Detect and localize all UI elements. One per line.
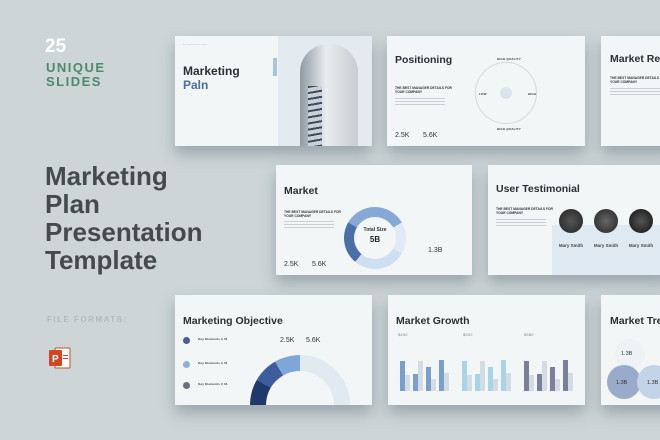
bar	[467, 375, 472, 391]
stat: 2.5K	[284, 261, 299, 268]
growth-title: Market Growth	[396, 315, 470, 327]
svg-text:P: P	[52, 354, 59, 365]
trend-value: 1.3B	[616, 380, 628, 386]
building-photo	[278, 36, 372, 146]
objective-item: Key Elements # 01	[198, 361, 228, 365]
bar	[524, 361, 529, 391]
objective-item: Key Elements # 01	[198, 382, 228, 386]
donut-value: 5B	[369, 235, 381, 244]
title-line: Template	[45, 245, 158, 275]
bar	[413, 374, 418, 391]
market-subtitle: THE BEST MANAGER DETAILS FOR YOUR COMPAN…	[284, 210, 341, 218]
bar	[431, 379, 436, 391]
avatar	[594, 209, 618, 233]
slide-market-research[interactable]: Market Research THE BEST MANAGER DETAILS…	[601, 36, 660, 146]
bar	[506, 373, 511, 391]
donut-chart	[344, 207, 406, 269]
bar	[537, 374, 542, 391]
stat: 2.5K	[280, 337, 295, 344]
bar	[444, 373, 449, 391]
positioning-title: Positioning	[395, 54, 453, 66]
positioning-subtitle: THE BEST MANAGER DETAILS FOR YOUR COMPAN…	[395, 86, 452, 94]
axis-left: LOW	[479, 92, 487, 96]
axis-top: HIGH QUALITY	[497, 57, 521, 61]
bar	[426, 367, 431, 391]
bar	[542, 361, 547, 391]
trend-value: 1.3B	[621, 351, 633, 357]
slide-growth[interactable]: Market Growth $450 $502 $580	[388, 295, 585, 405]
testimonial-name: Mary Smith	[593, 243, 619, 248]
title-line: Marketing	[45, 161, 168, 191]
unique-slides-label: UNIQUE SLIDES	[46, 60, 106, 89]
testimonial-title: User Testimonial	[496, 183, 580, 195]
axis-bottom: HIGH QUALITY	[497, 127, 521, 131]
bar	[480, 361, 485, 391]
research-subtitle: THE BEST MANAGER DETAILS FOR YOUR COMPAN…	[610, 76, 660, 84]
bar	[563, 360, 568, 391]
title-line: Plan	[45, 189, 100, 219]
objective-title: Marketing Objective	[183, 315, 283, 327]
bar	[462, 361, 467, 391]
donut-label: Total Size	[363, 227, 387, 233]
bar	[418, 361, 423, 391]
slide-cover[interactable]: — ———— —— Marketing Paln	[175, 36, 372, 146]
file-formats-label: FILE FORMATS:	[47, 315, 128, 324]
testimonial-subtitle: THE BEST MANAGER DETAILS FOR YOUR COMPAN…	[496, 207, 553, 215]
trend-value: 1.3B	[647, 380, 659, 386]
trend-title: Market Trend	[610, 315, 660, 327]
slide-testimonial[interactable]: User Testimonial THE BEST MANAGER DETAIL…	[488, 165, 660, 275]
bar	[488, 367, 493, 391]
stat: 5.6K	[312, 261, 327, 268]
stat: 5.6K	[306, 337, 321, 344]
bar	[568, 373, 573, 391]
market-title: Market	[284, 185, 318, 197]
group-label: $450	[398, 332, 408, 337]
axis-right: HIGH	[528, 92, 537, 96]
research-title: Market Research	[610, 53, 660, 65]
bar	[493, 379, 498, 391]
objective-item: Key Elements # 01	[198, 337, 228, 341]
side-value: 1.3B	[428, 247, 443, 254]
slide-market[interactable]: Market THE BEST MANAGER DETAILS FOR YOUR…	[276, 165, 472, 275]
group-label: $580	[524, 332, 534, 337]
bar	[550, 367, 555, 391]
stat: 5.6K	[423, 132, 438, 139]
group-label: $502	[463, 332, 473, 337]
powerpoint-icon: P	[49, 347, 71, 369]
slide-positioning[interactable]: Positioning THE BEST MANAGER DETAILS FOR…	[387, 36, 585, 146]
bar	[475, 374, 480, 391]
bar	[555, 379, 560, 391]
semicircle-chart	[250, 355, 350, 405]
bar	[400, 361, 405, 391]
cover-title-accent: Paln	[183, 78, 209, 92]
testimonial-name: Mary Smith	[558, 243, 584, 248]
slide-trend[interactable]: Market Trend 1.3B 1.3B 1.3B	[601, 295, 660, 405]
cover-title: Marketing	[183, 64, 240, 78]
stat: 2.5K	[395, 132, 410, 139]
slide-objective[interactable]: Marketing Objective Key Elements # 01 Ke…	[175, 295, 372, 405]
avatar	[559, 209, 583, 233]
title-line: Presentation	[45, 217, 203, 247]
avatar	[629, 209, 653, 233]
promo-title: Marketing Plan Presentation Template	[45, 162, 265, 274]
bar	[529, 375, 534, 391]
slide-count: 25	[45, 36, 67, 57]
bar	[439, 360, 444, 391]
bar	[405, 375, 410, 391]
testimonial-name: Mary Smith	[628, 243, 654, 248]
bar	[501, 360, 506, 391]
